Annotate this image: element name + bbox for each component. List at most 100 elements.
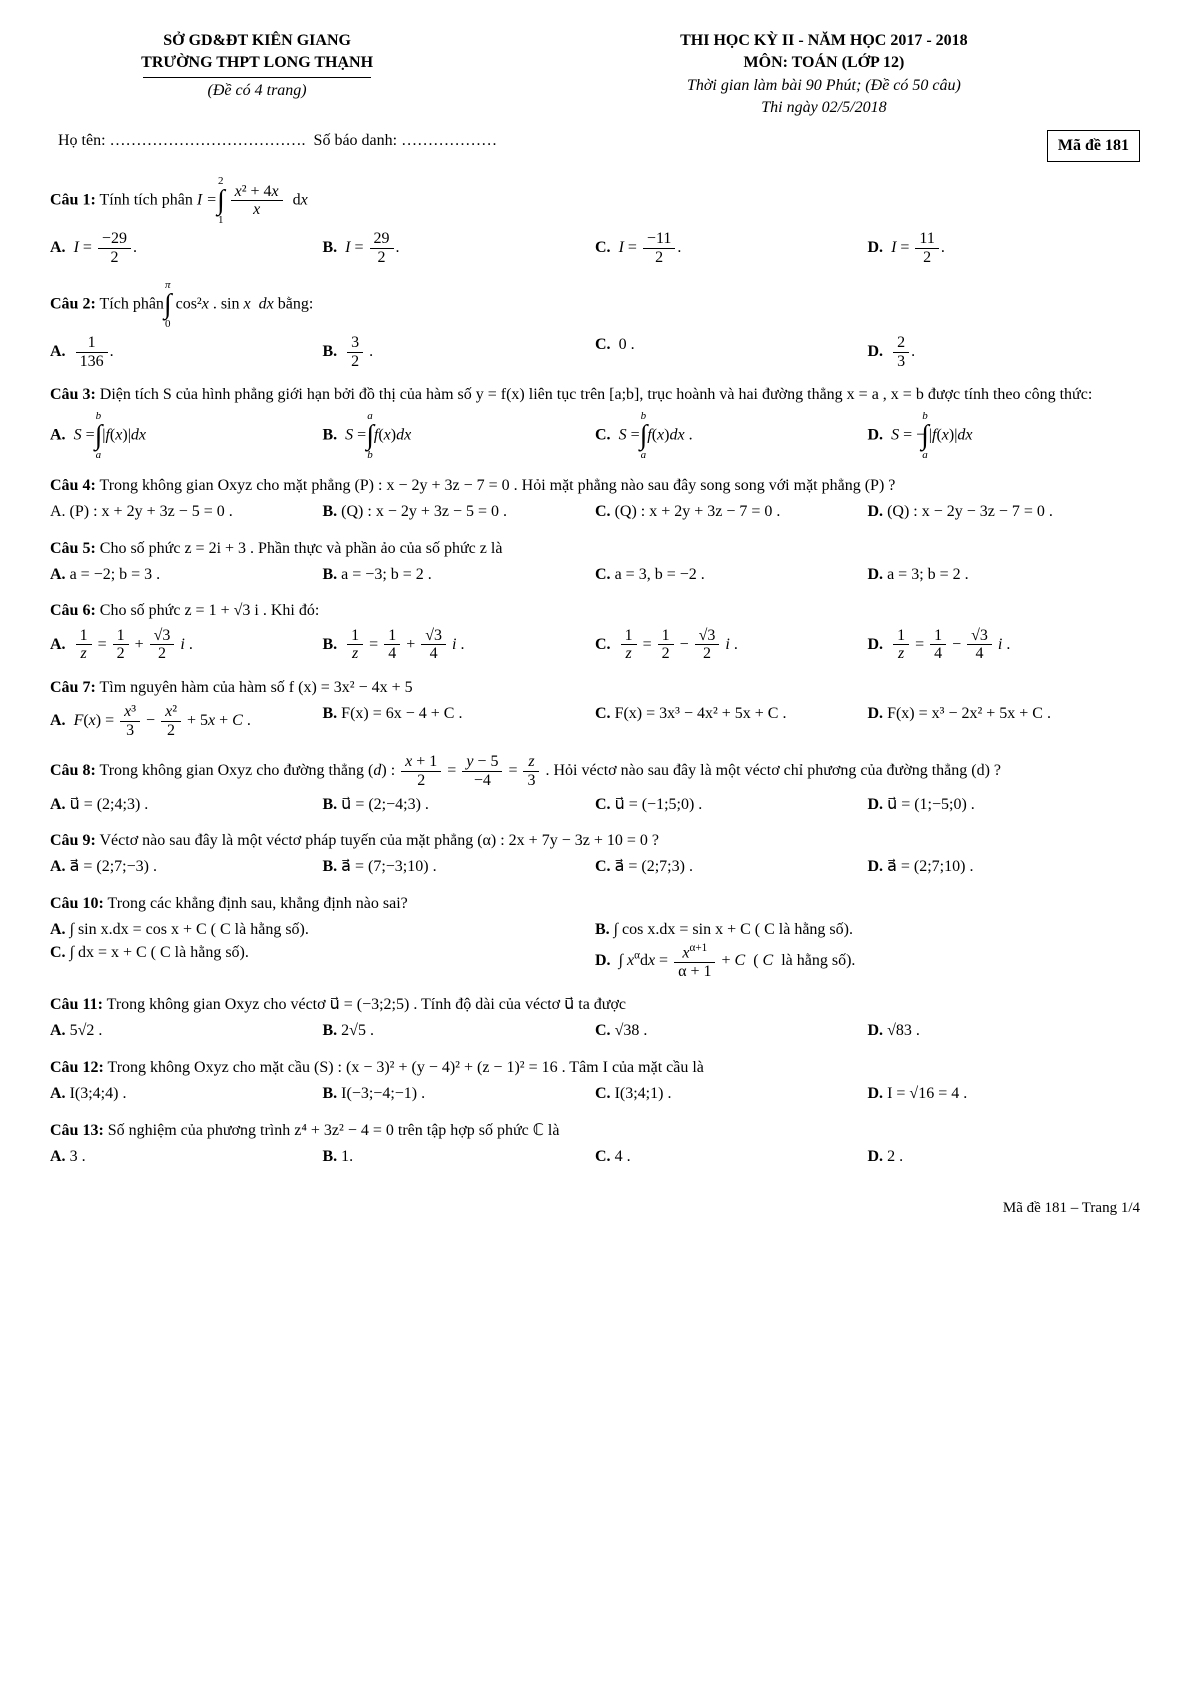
q3-options: A. S = b∫a|f(x)|dx B. S = a∫bf(x)dx C. S…	[50, 411, 1140, 461]
header-left: SỞ GD&ĐT KIÊN GIANG TRƯỜNG THPT LONG THẠ…	[50, 30, 464, 120]
q5: Câu 5: Cho số phức z = 2i + 3 . Phần thự…	[50, 538, 1140, 587]
q1-options: A. I = −292. B. I = 292. C. I = −112. D.…	[50, 230, 1140, 266]
q6-B: B. 1z = 14 + √34 i .	[323, 627, 596, 663]
q7-B: B. F(x) = 6x − 4 + C .	[323, 703, 596, 739]
q1-frac: x² + 4xx	[231, 183, 283, 219]
q11-C: C. √38 .	[595, 1020, 868, 1042]
q1-C: C. I = −112.	[595, 230, 868, 266]
exam-code: Mã đề 181	[1047, 130, 1140, 162]
q12-B: B. I(−3;−4;−1) .	[323, 1083, 596, 1105]
q8-options: A. u⃗ = (2;4;3) . B. u⃗ = (2;−4;3) . C. …	[50, 794, 1140, 816]
q2-tail: bằng:	[278, 296, 314, 313]
q5-C: C. a = 3, b = −2 .	[595, 564, 868, 586]
q9-B: B. a⃗ = (7;−3;10) .	[323, 856, 596, 878]
q13: Câu 13: Số nghiệm của phương trình z⁴ + …	[50, 1120, 1140, 1169]
q5-D: D. a = 3; b = 2 .	[868, 564, 1141, 586]
pages: (Đề có 4 trang)	[50, 80, 464, 102]
q11-A: A. 5√2 .	[50, 1020, 323, 1042]
q12: Câu 12: Trong không Oxyz cho mặt cầu (S)…	[50, 1057, 1140, 1106]
q5-label: Câu 5:	[50, 540, 96, 557]
q4-D: D. (Q) : x − 2y − 3z − 7 = 0 .	[868, 501, 1141, 523]
q9-C: C. a⃗ = (2;7;3) .	[595, 856, 868, 878]
q8-D: D. u⃗ = (1;−5;0) .	[868, 794, 1141, 816]
q9-label: Câu 9:	[50, 832, 96, 849]
q11-label: Câu 11:	[50, 996, 103, 1013]
q2-B: B. 32 .	[323, 334, 596, 370]
q6-text: Cho số phức z = 1 + √3 i . Khi đó:	[100, 602, 320, 619]
q13-A: A. 3 .	[50, 1146, 323, 1168]
q9-text: Véctơ nào sau đây là một véctơ pháp tuyế…	[100, 832, 659, 849]
q2: Câu 2: Tích phân π∫0 cos²x . sin x dx bằ…	[50, 280, 1140, 370]
q8-label: Câu 8:	[50, 762, 96, 779]
q9: Câu 9: Véctơ nào sau đây là một véctơ ph…	[50, 830, 1140, 879]
q12-D: D. I = √16 = 4 .	[868, 1083, 1141, 1105]
dept: SỞ GD&ĐT KIÊN GIANG	[50, 30, 464, 52]
school: TRƯỜNG THPT LONG THẠNH	[50, 52, 464, 74]
q11-B: B. 2√5 .	[323, 1020, 596, 1042]
q10-text: Trong các khẳng định sau, khẳng định nào…	[108, 895, 408, 912]
q13-C: C. 4 .	[595, 1146, 868, 1168]
q11-D: D. √83 .	[868, 1020, 1141, 1042]
q1-label: Câu 1:	[50, 192, 96, 209]
q13-label: Câu 13:	[50, 1122, 104, 1139]
q8-A: A. u⃗ = (2;4;3) .	[50, 794, 323, 816]
q7-label: Câu 7:	[50, 679, 96, 696]
q8-tail: . Hỏi véctơ nào sau đây là một véctơ chỉ…	[545, 762, 1001, 779]
q12-text: Trong không Oxyz cho mặt cầu (S) : (x − …	[108, 1059, 704, 1076]
q1-A: A. I = −292.	[50, 230, 323, 266]
q2-D: D. 23.	[868, 334, 1141, 370]
q9-D: D. a⃗ = (2;7;10) .	[868, 856, 1141, 878]
q5-B: B. a = −3; b = 2 .	[323, 564, 596, 586]
q8: Câu 8: Trong không gian Oxyz cho đường t…	[50, 753, 1140, 816]
q6-A: A. 1z = 12 + √32 i .	[50, 627, 323, 663]
q10-B: B. ∫ cos x.dx = sin x + C ( C là hằng số…	[595, 919, 1140, 941]
q2-label: Câu 2:	[50, 296, 96, 313]
q13-options: A. 3 . B. 1. C. 4 . D. 2 .	[50, 1146, 1140, 1168]
q10: Câu 10: Trong các khẳng định sau, khẳng …	[50, 893, 1140, 980]
q3-A: A. S = b∫a|f(x)|dx	[50, 411, 323, 461]
q3-label: Câu 3:	[50, 386, 96, 403]
q12-C: C. I(3;4;1) .	[595, 1083, 868, 1105]
q10-options: A. ∫ sin x.dx = cos x + C ( C là hằng số…	[50, 919, 1140, 980]
q7-C: C. F(x) = 3x³ − 4x² + 5x + C .	[595, 703, 868, 739]
q5-text: Cho số phức z = 2i + 3 . Phần thực và ph…	[100, 540, 503, 557]
q1-B: B. I = 292.	[323, 230, 596, 266]
q8-text: Trong không gian Oxyz cho đường thẳng	[100, 762, 369, 779]
q6: Câu 6: Cho số phức z = 1 + √3 i . Khi đó…	[50, 600, 1140, 663]
q11-options: A. 5√2 . B. 2√5 . C. √38 . D. √83 .	[50, 1020, 1140, 1042]
q4-C: C. (Q) : x + 2y + 3z − 7 = 0 .	[595, 501, 868, 523]
date: Thi ngày 02/5/2018	[508, 97, 1140, 119]
q7-D: D. F(x) = x³ − 2x² + 5x + C .	[868, 703, 1141, 739]
q12-A: A. I(3;4;4) .	[50, 1083, 323, 1105]
q3-C: C. S = b∫af(x)dx .	[595, 411, 868, 461]
q12-label: Câu 12:	[50, 1059, 104, 1076]
page-footer: Mã đề 181 – Trang 1/4	[50, 1198, 1140, 1219]
q3-text: Diện tích S của hình phẳng giới hạn bởi …	[100, 386, 1092, 403]
q2-integrand: cos²x . sin x dx	[176, 296, 274, 313]
q1-D: D. I = 112.	[868, 230, 1141, 266]
q6-options: A. 1z = 12 + √32 i . B. 1z = 14 + √34 i …	[50, 627, 1140, 663]
q6-D: D. 1z = 14 − √34 i .	[868, 627, 1141, 663]
q1-text: Tính tích phân	[100, 192, 197, 209]
q10-C: C. ∫ dx = x + C ( C là hằng số).	[50, 942, 595, 981]
header-right: THI HỌC KỲ II - NĂM HỌC 2017 - 2018 MÔN:…	[508, 30, 1140, 120]
q12-options: A. I(3;4;4) . B. I(−3;−4;−1) . C. I(3;4;…	[50, 1083, 1140, 1105]
q2-text: Tích phân	[100, 296, 168, 313]
q2-C: C. 0 .	[595, 334, 868, 370]
q11-text: Trong không gian Oxyz cho véctơ u⃗ = (−3…	[107, 996, 626, 1013]
q3: Câu 3: Diện tích S của hình phẳng giới h…	[50, 384, 1140, 460]
q5-options: A. a = −2; b = 3 . B. a = −3; b = 2 . C.…	[50, 564, 1140, 586]
id-label: Số báo danh: ………………	[314, 132, 498, 149]
q6-C: C. 1z = 12 − √32 i .	[595, 627, 868, 663]
q13-text: Số nghiệm của phương trình z⁴ + 3z² − 4 …	[108, 1122, 560, 1139]
q1-dx: dx	[289, 192, 308, 209]
q4-options: A. (P) : x + 2y + 3z − 5 = 0 . B. (Q) : …	[50, 501, 1140, 523]
q10-label: Câu 10:	[50, 895, 104, 912]
q7-A: A. F(x) = x³3 − x²2 + 5x + C .	[50, 703, 323, 739]
q1: Câu 1: Tính tích phân I = 2∫1 x² + 4xx d…	[50, 176, 1140, 266]
q7-options: A. F(x) = x³3 − x²2 + 5x + C . B. F(x) =…	[50, 703, 1140, 739]
q9-A: A. a⃗ = (2;7;−3) .	[50, 856, 323, 878]
q4-text: Trong không gian Oxyz cho mặt phẳng (P) …	[100, 477, 896, 494]
q10-A: A. ∫ sin x.dx = cos x + C ( C là hằng số…	[50, 919, 595, 941]
q13-B: B. 1.	[323, 1146, 596, 1168]
